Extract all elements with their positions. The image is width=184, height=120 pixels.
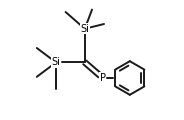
Text: P: P — [100, 73, 106, 83]
Text: Si: Si — [80, 24, 89, 34]
Text: Si: Si — [52, 57, 60, 67]
